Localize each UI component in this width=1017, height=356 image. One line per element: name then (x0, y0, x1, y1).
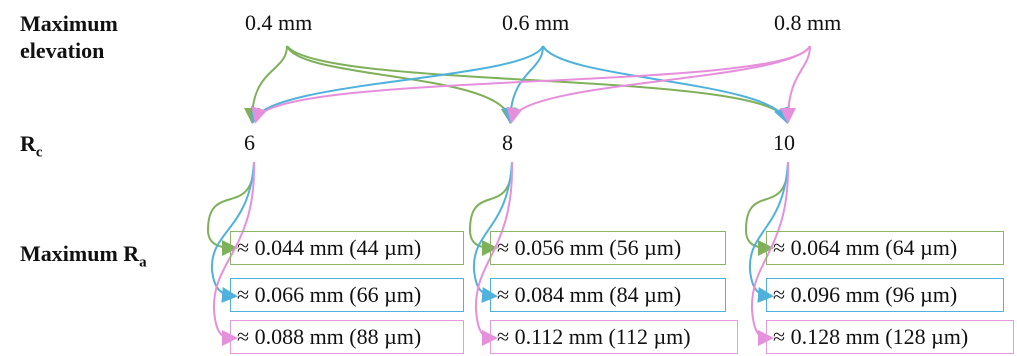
arrow-10-to-ra2 (748, 161, 789, 303)
ra-box-10-0: ≈ 0.064 mm (64 µm) (766, 231, 1004, 265)
arrow-10-to-ra3 (750, 161, 790, 346)
arrow-0.4-to-8 (286, 45, 517, 124)
arrow-0.4-to-10 (286, 45, 790, 124)
elevation-value-1: 0.6 mm (502, 10, 570, 35)
arrow-0.4-to-6 (244, 45, 288, 124)
arrow-6-to-ra1 (206, 161, 255, 256)
arrow-0.8-to-10 (780, 45, 811, 124)
max-elevation-label-line1: Maximum (20, 11, 118, 36)
max-elevation-label-line2: elevation (20, 38, 105, 63)
max-elevation-label: Maximum elevation (20, 10, 118, 64)
arrow-0.8-to-8 (506, 45, 811, 124)
arrow-0.6-to-8 (502, 45, 544, 124)
ra-box-10-1: ≈ 0.096 mm (96 µm) (766, 278, 1004, 312)
rc-label-sub: c (35, 144, 43, 161)
ra-box-10-2: ≈ 0.128 mm (128 µm) (766, 320, 1014, 354)
arrow-6-to-ra2 (210, 161, 255, 303)
arrow-0.6-to-6 (251, 45, 544, 124)
ra-box-6-1: ≈ 0.066 mm (66 µm) (230, 278, 464, 312)
elevation-value-2: 0.8 mm (774, 10, 842, 35)
arrow-8-to-ra1 (468, 161, 513, 256)
elevation-value-0: 0.4 mm (245, 10, 313, 35)
max-ra-label: Maximum Ra (20, 240, 147, 276)
rc-value-2: 10 (773, 130, 795, 155)
ra-box-6-0: ≈ 0.044 mm (44 µm) (230, 231, 464, 265)
rc-value-0: 6 (244, 130, 255, 155)
arrow-8-to-ra3 (474, 161, 514, 346)
ra-box-8-2: ≈ 0.112 mm (112 µm) (490, 320, 738, 354)
arrow-8-to-ra2 (472, 161, 513, 303)
arrow-0.8-to-6 (251, 45, 811, 124)
rc-label-main: R (20, 131, 36, 156)
rc-label: Rc (20, 130, 43, 166)
ra-box-8-1: ≈ 0.084 mm (84 µm) (490, 278, 726, 312)
max-ra-label-main: Maximum R (20, 241, 140, 266)
arrow-6-to-ra3 (212, 161, 256, 346)
ra-box-8-0: ≈ 0.056 mm (56 µm) (490, 231, 726, 265)
rc-value-1: 8 (502, 130, 513, 155)
ra-box-6-2: ≈ 0.088 mm (88 µm) (230, 320, 464, 354)
max-ra-label-sub: a (139, 254, 147, 271)
arrow-10-to-ra1 (744, 161, 789, 256)
